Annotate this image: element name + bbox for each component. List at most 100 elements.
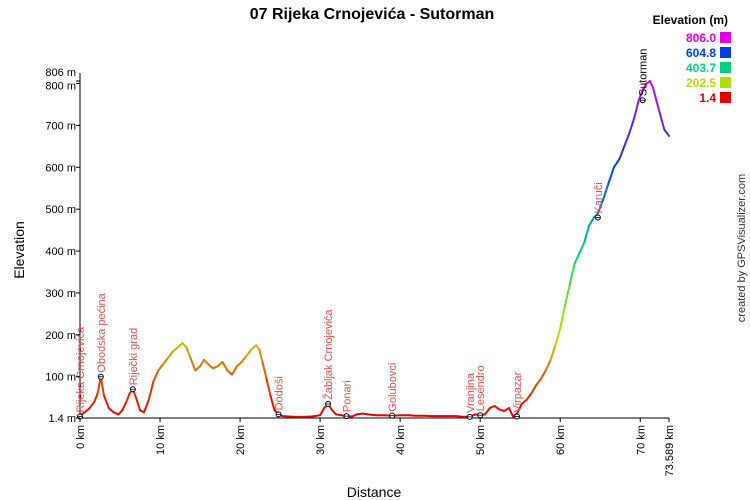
y-axis-ticks: 1.4 m 100 m 200 m 300 m 400 m 500 m 600 m 700 m…	[45, 67, 80, 425]
profile-segment	[311, 414, 322, 418]
profile-segment	[652, 86, 658, 102]
waypoint-label: Žabljak Crnojevića	[322, 309, 335, 400]
profile-segment	[152, 369, 160, 382]
legend-title: Elevation (m)	[653, 13, 728, 27]
profile-segment	[588, 216, 595, 227]
profile-segment	[93, 392, 99, 403]
profile-segment	[258, 348, 264, 363]
profile-segment	[508, 407, 514, 418]
profile-segment	[99, 375, 105, 397]
profile-segment	[663, 128, 670, 137]
profile-segment	[226, 369, 234, 376]
profile-segment	[83, 407, 91, 414]
x-axis-title: Distance	[347, 484, 402, 500]
profile-segment	[231, 365, 238, 376]
y-tick-label: 500 m	[45, 204, 76, 216]
legend-value: 1.4	[699, 91, 716, 105]
y-tick-label: 700 m	[45, 120, 76, 132]
credit-text: created by GPSVisualizer.com	[736, 174, 748, 322]
x-tick-label: 73.589 km	[664, 425, 676, 476]
profile-segment	[607, 166, 615, 185]
waypoint: Ponari	[342, 380, 354, 420]
waypoint: Virpazar	[512, 371, 524, 420]
profile-segment	[207, 363, 214, 370]
y-axis-title: Elevation	[11, 221, 27, 279]
profile-segment	[530, 384, 538, 395]
x-tick-label: 10 km	[155, 425, 167, 455]
profile-segment	[648, 80, 655, 89]
profile-segment	[407, 414, 418, 417]
plot-frame	[79, 73, 669, 419]
profile-segment	[121, 400, 128, 412]
y-tick-label: 400 m	[45, 246, 76, 258]
legend-swatch	[720, 47, 731, 58]
waypoint: Golubovci	[387, 363, 399, 419]
legend-swatch	[720, 77, 731, 88]
x-tick-label: 40 km	[395, 425, 407, 455]
profile-segment	[240, 354, 248, 363]
y-tick-label: 806 m	[45, 67, 76, 79]
profile-segment	[520, 398, 528, 405]
x-tick-label: 50 km	[475, 425, 487, 455]
profile-segment	[455, 415, 466, 418]
y-tick-label: 800 m	[45, 81, 76, 93]
legend-value: 202.5	[686, 76, 716, 90]
profile-segment	[601, 183, 610, 202]
profile-segment	[544, 358, 552, 372]
profile-segment	[162, 356, 169, 366]
profile-segment	[107, 407, 115, 414]
profile-segment	[269, 394, 276, 412]
profile-segment	[637, 88, 644, 102]
waypoint: Obodska pećina	[96, 292, 108, 380]
chart-title: 07 Rijeka Crnojevića - Sutorman	[250, 6, 495, 23]
elevation-profile	[79, 80, 670, 418]
profile-segment	[189, 356, 197, 372]
waypoint-label: Dodoši	[273, 376, 285, 410]
profile-segment	[578, 241, 586, 255]
profile-segment	[659, 113, 666, 131]
profile-segment	[235, 361, 243, 368]
waypoint-label: Golubovci	[387, 363, 399, 412]
waypoint: Žabljak Crnojevića	[322, 309, 335, 407]
profile-segment	[573, 252, 581, 265]
profile-segment	[88, 400, 96, 410]
profile-segment	[171, 346, 179, 353]
legend-value: 806.0	[686, 31, 716, 45]
waypoint: Vranjina	[465, 372, 477, 420]
profile-segment	[265, 377, 272, 397]
x-tick-label: 30 km	[315, 425, 327, 455]
x-tick-label: 0 km	[75, 425, 87, 449]
y-tick-label: 300 m	[45, 288, 76, 300]
profile-segment	[549, 344, 557, 361]
profile-segment	[135, 396, 141, 412]
waypoint: Sutorman	[638, 49, 650, 104]
profile-segment	[319, 407, 326, 417]
profile-segment	[185, 346, 192, 359]
y-tick-label: 1.4 m	[48, 413, 76, 425]
profile-segment	[199, 358, 206, 368]
legend-value: 604.8	[686, 46, 716, 60]
profile-segment	[194, 365, 202, 372]
profile-segment	[516, 402, 523, 415]
legend-value: 403.7	[686, 61, 716, 75]
profile-segment	[596, 199, 604, 215]
x-tick-label: 70 km	[635, 425, 647, 455]
waypoint-label: Obodska pećina	[96, 292, 108, 372]
waypoint-label: Virpazar	[512, 371, 524, 412]
profile-segment	[221, 361, 229, 372]
profile-segment	[525, 392, 533, 401]
profile-segment	[147, 379, 155, 401]
waypoint-label: Riječki grad	[128, 328, 140, 385]
waypoint: Karuči	[593, 182, 605, 221]
profile-segment	[564, 283, 571, 307]
y-tick-label: 100 m	[45, 372, 76, 384]
legend-swatch	[720, 92, 731, 103]
x-tick-label: 60 km	[555, 425, 567, 455]
profile-segment	[655, 99, 662, 116]
profile-segment	[261, 361, 268, 380]
profile-segment	[554, 327, 562, 347]
waypoint: Lesendro	[475, 365, 487, 419]
x-tick-label: 20 km	[235, 425, 247, 455]
profile-segment	[176, 342, 184, 349]
x-axis-ticks: 0 km 10 km 20 km 30 km 40 km 50 km 60 km 70 km 7…	[75, 418, 676, 476]
